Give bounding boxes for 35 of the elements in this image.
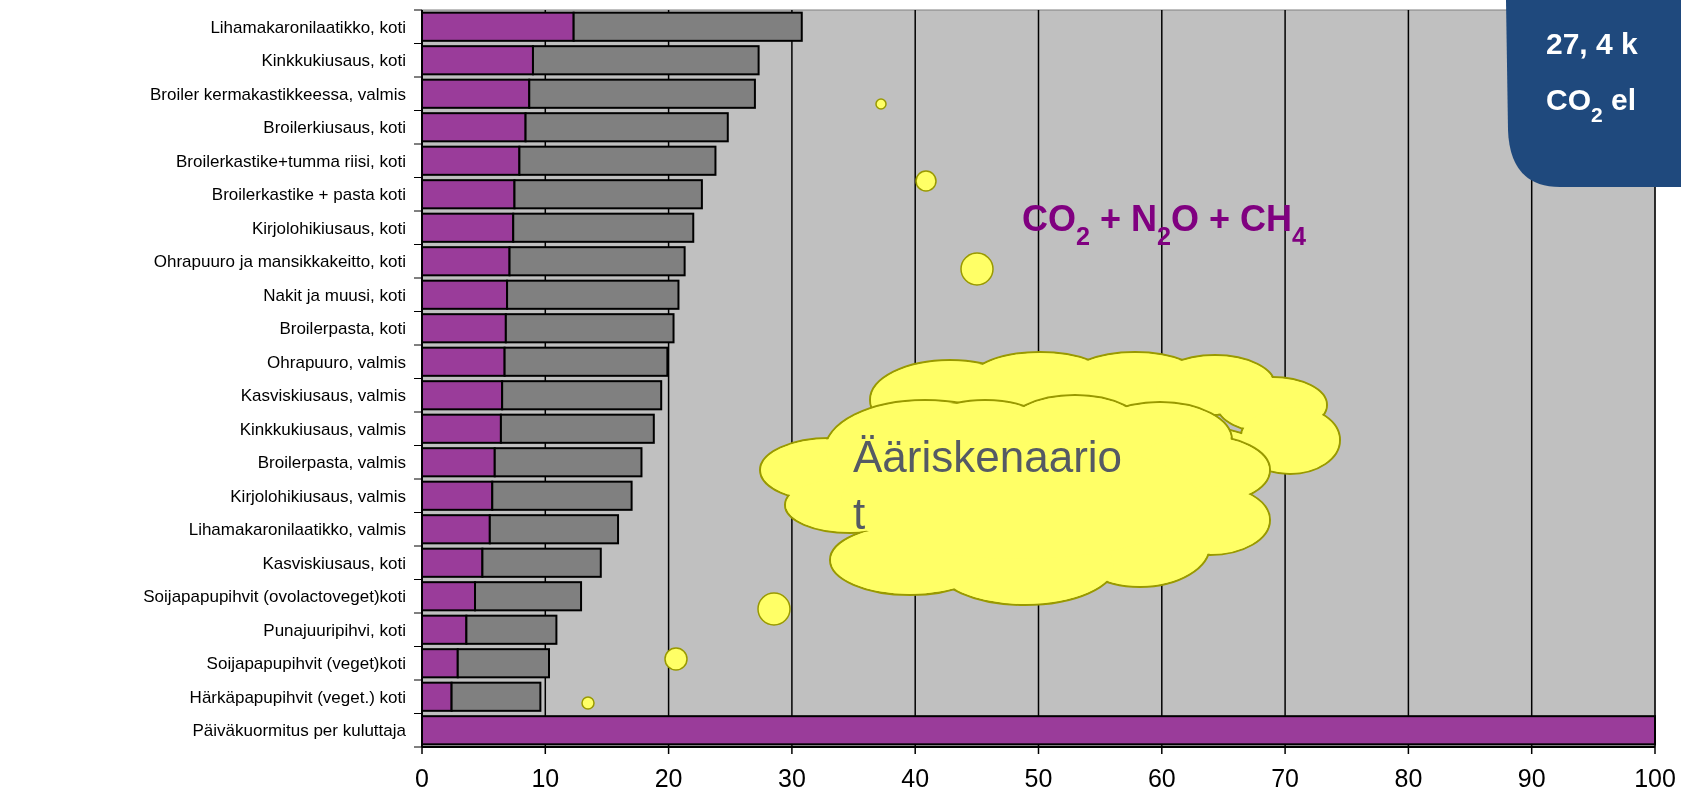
x-tick-label: 100	[1634, 764, 1676, 792]
y-tick-label: Broilerkastike+tumma riisi, koti	[175, 151, 406, 171]
x-tick-label: 90	[1517, 764, 1546, 792]
y-tick-label: Punajuuripihvi, koti	[263, 620, 406, 640]
y-tick-label: Härkäpapupihvit (veget.) koti	[189, 687, 406, 707]
y-tick-label: Lihamakaronilaatikko, valmis	[188, 520, 406, 540]
y-tick-label: Broilerpasta, koti	[279, 319, 406, 339]
x-tick-label: 0	[415, 764, 429, 792]
y-tick-label: Kirjolohikiusaus, koti	[251, 218, 406, 238]
y-tick-label: Kinkkukiusaus, koti	[261, 51, 406, 71]
y-tick-label: Kinkkukiusaus, valmis	[239, 419, 406, 439]
y-tick-label: Soijapapupihvit (ovolactoveget)koti	[143, 587, 406, 607]
annotation: 27, 4 k CO$_{2}$ el	[1546, 27, 1639, 126]
y-tick-label: Lihamakaronilaatikko, koti	[210, 17, 406, 37]
y-tick-label: Ohrapuuro ja mansikkakeitto, koti	[153, 252, 406, 272]
y-tick-label: Broiler kermakastikkeessa, valmis	[149, 84, 406, 104]
x-tick-label: 80	[1394, 764, 1423, 792]
y-tick-label: Broilerkiusaus, koti	[263, 118, 406, 138]
x-tick-label: 70	[1271, 764, 1300, 792]
x-tick-label: 20	[654, 764, 683, 792]
callout-box: 27, 4 k CO$_{2}$ el	[1506, 0, 1681, 187]
y-tick-label: Broilerpasta, valmis	[257, 453, 406, 473]
y-tick-label: Nakit ja muusi, koti	[263, 285, 406, 305]
y-tick-label: Ohrapuuro, valmis	[267, 352, 406, 372]
y-tick-label: Soijapapupihvit (veget)koti	[206, 654, 406, 674]
x-tick-label: 60	[1147, 764, 1176, 792]
x-tick-label: 10	[531, 764, 560, 792]
y-tick-label: Kasviskiusaus, koti	[262, 553, 406, 573]
x-tick-label: 30	[777, 764, 806, 792]
y-tick-label: Kirjolohikiusaus, valmis	[230, 486, 406, 506]
x-tick-label: 50	[1024, 764, 1053, 792]
y-tick-label: Päiväkuormitus per kuluttaja	[192, 721, 407, 741]
y-tick-label: Broilerkastike + pasta koti	[211, 185, 406, 205]
x-tick-label: 40	[901, 764, 930, 792]
y-tick-label: Kasviskiusaus, valmis	[240, 386, 406, 406]
